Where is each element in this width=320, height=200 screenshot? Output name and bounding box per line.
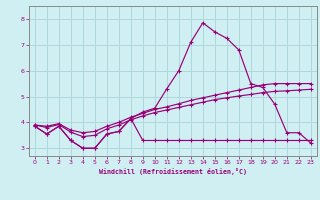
X-axis label: Windchill (Refroidissement éolien,°C): Windchill (Refroidissement éolien,°C)	[99, 168, 247, 175]
